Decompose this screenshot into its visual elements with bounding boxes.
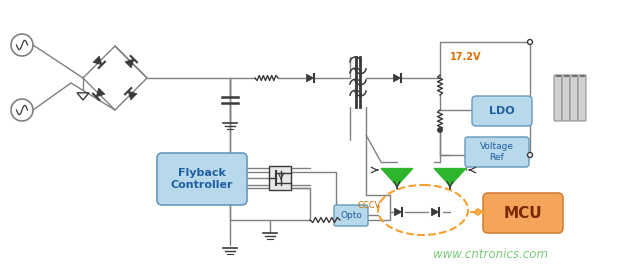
FancyBboxPatch shape xyxy=(334,205,368,226)
Polygon shape xyxy=(125,59,134,68)
Text: Voltage
Ref: Voltage Ref xyxy=(480,142,514,162)
Polygon shape xyxy=(93,56,102,65)
Polygon shape xyxy=(306,74,314,82)
Polygon shape xyxy=(128,91,137,100)
Polygon shape xyxy=(434,168,466,186)
Text: MCU: MCU xyxy=(504,205,542,220)
Text: 17.2V: 17.2V xyxy=(450,52,481,62)
Text: www.cntronics.com: www.cntronics.com xyxy=(432,249,548,262)
Polygon shape xyxy=(394,74,401,82)
FancyBboxPatch shape xyxy=(465,137,529,167)
Text: LDO: LDO xyxy=(489,106,515,116)
FancyBboxPatch shape xyxy=(562,75,570,121)
Text: Flyback
Controller: Flyback Controller xyxy=(171,168,233,190)
FancyBboxPatch shape xyxy=(472,96,532,126)
Circle shape xyxy=(528,152,532,157)
Polygon shape xyxy=(381,168,413,186)
Polygon shape xyxy=(96,88,105,97)
FancyBboxPatch shape xyxy=(483,193,563,233)
FancyBboxPatch shape xyxy=(157,153,247,205)
FancyBboxPatch shape xyxy=(554,75,562,121)
Text: Opto: Opto xyxy=(340,210,362,219)
Polygon shape xyxy=(394,208,401,216)
Circle shape xyxy=(528,39,532,45)
FancyBboxPatch shape xyxy=(269,166,291,190)
Polygon shape xyxy=(431,208,439,216)
FancyBboxPatch shape xyxy=(578,75,586,121)
Text: CCCV: CCCV xyxy=(358,201,381,210)
Circle shape xyxy=(438,128,442,132)
FancyBboxPatch shape xyxy=(570,75,578,121)
